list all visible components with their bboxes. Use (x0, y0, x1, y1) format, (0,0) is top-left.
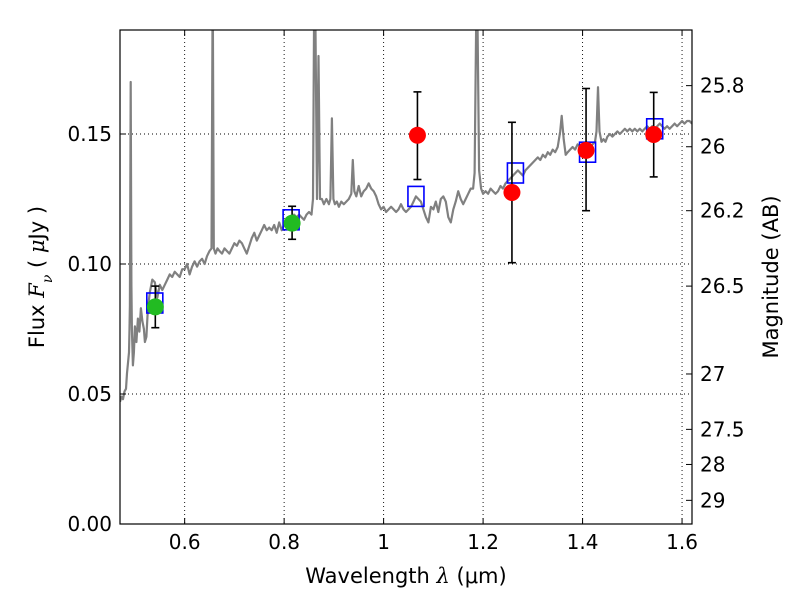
observed-point (645, 126, 663, 144)
right-tick-label: 27.5 (700, 417, 745, 441)
observed-point (283, 214, 301, 232)
right-tick-label: 27 (700, 362, 725, 386)
right-tick-label: 26.2 (700, 199, 745, 223)
plot-frame (119, 29, 693, 525)
x-axis-label: Wavelength λ (μm) (305, 564, 506, 588)
y-tick-label: 0.15 (67, 122, 112, 146)
x-tick-label: 0.6 (169, 530, 201, 554)
y-tick-label: 0.00 (67, 512, 112, 536)
grid (120, 30, 692, 525)
right-tick-label: 28 (700, 452, 725, 476)
y-tick-label: 0.10 (67, 252, 112, 276)
y-axis-label: Flux Fν ( μJy ) (25, 206, 56, 348)
ticks-layer: 0.6 0.8 1 1.2 1.4 1.6 0.00 0.05 0.10 0.15 25.8 26 26… (67, 30, 745, 554)
observed-point (577, 141, 595, 159)
observed-point (146, 298, 164, 316)
x-tick-label: 1 (377, 530, 390, 554)
markers-layer (146, 87, 664, 329)
right-axis-label: Magnitude (AB) (759, 195, 783, 358)
x-tick-label: 1.6 (666, 530, 698, 554)
spectrum-layer (120, 30, 692, 403)
right-tick-label: 26 (700, 135, 725, 159)
model-photometry-square (506, 162, 525, 184)
x-tick-label: 0.8 (268, 530, 300, 554)
right-tick-label: 26.5 (700, 274, 745, 298)
y-tick-label: 0.05 (67, 382, 112, 406)
spectrum-line (120, 30, 692, 403)
x-tick-label: 1.2 (467, 530, 499, 554)
right-tick-label: 29 (700, 488, 725, 512)
observed-point (503, 184, 521, 201)
model-photometry-square (407, 185, 425, 208)
observed-point (408, 126, 426, 144)
x-tick-label: 1.4 (567, 530, 599, 554)
right-tick-label: 25.8 (700, 74, 745, 98)
